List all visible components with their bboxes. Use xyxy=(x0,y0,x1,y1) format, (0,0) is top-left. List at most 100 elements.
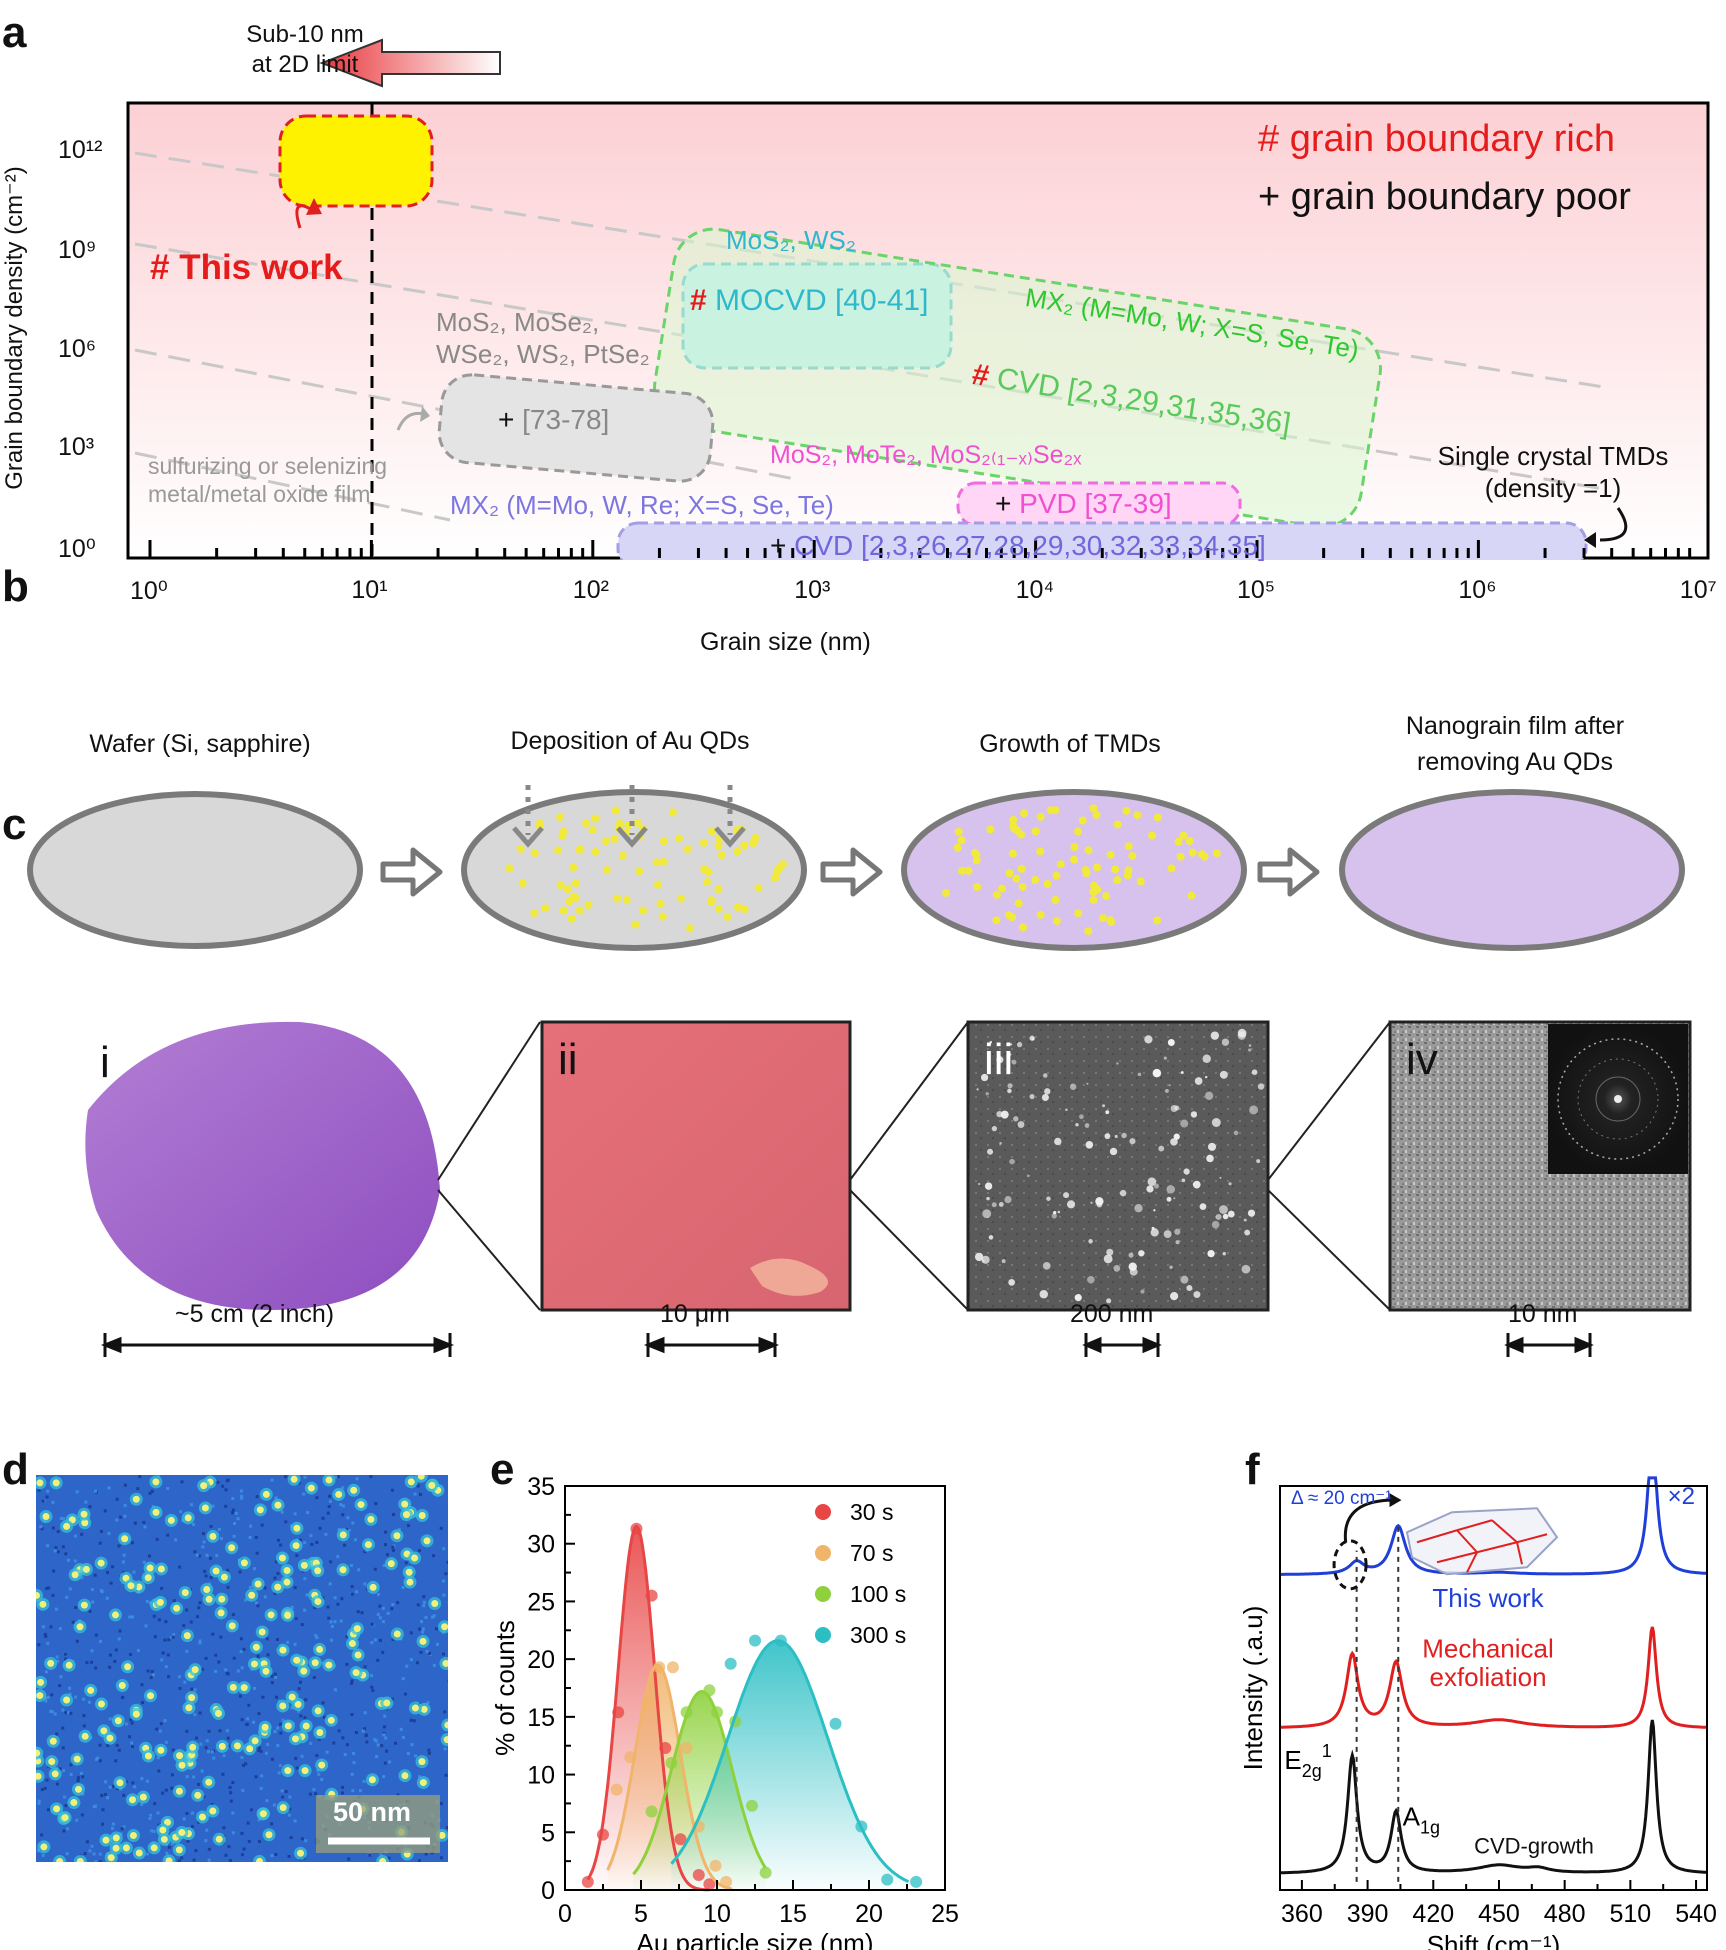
e-point xyxy=(759,1866,772,1879)
legend-grain-boundary-poor: + grain boundary poor xyxy=(1258,176,1631,218)
panel-a-xtick: 10⁵ xyxy=(1237,576,1276,604)
tem-scale-label: 10 nm xyxy=(1508,1300,1578,1328)
e-point xyxy=(665,1757,678,1770)
f-label-exfoliation: exfoliation xyxy=(1429,1662,1546,1692)
panel-a-xtick: 10³ xyxy=(794,576,831,604)
panel-a-ylabel: Grain boundary density (cm⁻²) xyxy=(1,166,28,490)
panel-a-ytick: 10³ xyxy=(58,433,95,461)
pvd-box xyxy=(956,481,1242,527)
e-point xyxy=(829,1717,842,1730)
e-legend-label: 300 s xyxy=(850,1622,906,1648)
e-ytick: 15 xyxy=(527,1704,555,1732)
e-xtick: 10 xyxy=(703,1900,731,1928)
e-point xyxy=(674,1833,687,1846)
e-legend-marker xyxy=(815,1627,831,1643)
panel-c-label-iii: iii xyxy=(984,1035,1014,1084)
panel-label-c: c xyxy=(2,800,27,849)
panel-label-b: b xyxy=(2,562,29,611)
e-point xyxy=(910,1875,923,1888)
e-point xyxy=(855,1820,868,1833)
e-fit-line-2 xyxy=(632,1689,767,1876)
cvd-rich-box xyxy=(653,227,1382,529)
selenizing-box xyxy=(437,373,715,483)
e-point xyxy=(659,1742,672,1755)
panel-a-ytick: 10¹² xyxy=(58,136,103,164)
e-xlabel: Au particle size (nm) xyxy=(637,1928,874,1950)
f-xtick: 390 xyxy=(1347,1900,1389,1928)
panel-a-xtick: 10⁶ xyxy=(1458,576,1497,604)
this-work-box xyxy=(278,114,434,208)
e-point xyxy=(774,1634,787,1647)
e-fit-line-3 xyxy=(670,1639,910,1883)
panel-a-ytick: 10⁹ xyxy=(58,236,97,264)
mocvd-materials: MoS₂, WS₂ xyxy=(726,225,856,255)
cvd-poor-materials: MX₂ (M=Mo, W, Re; X=S, Se, Te) xyxy=(450,490,834,520)
f-xtick: 420 xyxy=(1412,1900,1454,1928)
panel-label-e: e xyxy=(490,1445,515,1494)
panel-f-chart: 360 390 420 450 480 510 540 Shift (cm⁻¹) Intensi… xyxy=(1238,1476,1717,1950)
wafer-photo xyxy=(85,1021,440,1310)
panel-a-xtick: 10¹ xyxy=(351,576,388,604)
pvd-materials: MoS₂, MoTe₂, MoS₂₍₁₋ₓ₎Se₂ₓ xyxy=(770,441,1082,469)
e-legend-marker xyxy=(815,1586,831,1602)
e-fill-3 xyxy=(671,1640,909,1890)
e-point xyxy=(641,1697,654,1710)
e-legend-marker xyxy=(815,1504,831,1520)
legend-grain-boundary-rich: # grain boundary rich xyxy=(1258,118,1615,160)
f-xlabel: Shift (cm⁻¹) xyxy=(1427,1930,1561,1950)
e-point xyxy=(645,1805,658,1818)
panel-a-ytick: 10⁶ xyxy=(58,335,97,363)
e-point xyxy=(881,1873,894,1886)
panel-b-schematic xyxy=(27,785,1685,951)
selenizing-note: sulfurizing or selenizing metal/metal oxi… xyxy=(148,453,388,507)
f-spectrum-1 xyxy=(1279,1626,1707,1729)
f-peak-label-e2g: E2g1 xyxy=(1284,1741,1331,1781)
f-peak-label-a1g: A1g xyxy=(1403,1801,1440,1837)
e-legend-marker xyxy=(815,1545,831,1561)
e-ylabel: % of counts xyxy=(490,1620,520,1756)
e-point xyxy=(692,1868,705,1881)
e-point xyxy=(597,1828,609,1841)
f-label-mechanical: Mechanical xyxy=(1422,1634,1554,1664)
optical-flake xyxy=(750,1258,828,1296)
e-point xyxy=(666,1661,679,1674)
optical-scale-label: 10 μm xyxy=(660,1300,730,1328)
e-point xyxy=(703,1684,716,1697)
e-legend-label: 70 s xyxy=(850,1540,893,1566)
e-xtick: 5 xyxy=(634,1900,648,1928)
panel-a-xtick: 10² xyxy=(572,576,609,604)
panel-c-label-ii: ii xyxy=(558,1035,578,1084)
f-ylabel: Intensity (.a.u) xyxy=(1238,1606,1268,1771)
f-xtick: 360 xyxy=(1281,1900,1323,1928)
e-point xyxy=(645,1589,658,1602)
sem-image xyxy=(966,1020,1270,1312)
panel-c-scale-bars xyxy=(100,1333,1594,1357)
e-ytick: 30 xyxy=(527,1531,555,1559)
sem-scale-label: 200 nm xyxy=(1070,1300,1154,1328)
e-ytick: 35 xyxy=(527,1473,555,1501)
pvd-label: + PVD [37-39] xyxy=(995,488,1172,519)
e-point xyxy=(612,1706,625,1719)
e-point xyxy=(745,1799,758,1812)
selenizing-materials: MoS₂, MoSe₂, WSe₂, WS₂, PtSe₂ xyxy=(436,307,650,369)
e-point xyxy=(749,1634,761,1647)
wafer-ellipse xyxy=(27,791,363,949)
step-deposition-label: Deposition of Au QDs xyxy=(510,727,750,755)
panel-c-images xyxy=(85,1020,1692,1357)
panel-a-xtick: 10⁷ xyxy=(1679,576,1717,604)
e-point xyxy=(709,1859,722,1872)
panel-c-label-iv: iv xyxy=(1406,1035,1438,1084)
mocvd-label: # MOCVD [40-41] xyxy=(690,284,929,317)
e-fit-line-1 xyxy=(606,1663,733,1891)
f-xtick: 510 xyxy=(1609,1900,1651,1928)
e-xtick: 25 xyxy=(931,1900,959,1928)
f-xtick: 480 xyxy=(1544,1900,1586,1928)
panel-e-chart: 0 5 10 15 20 25 0 5 10 15 20 25 30 35 Au particle size… xyxy=(490,1473,959,1950)
step-wafer-label: Wafer (Si, sapphire) xyxy=(89,730,311,758)
e-point xyxy=(610,1783,623,1796)
panel-label-d: d xyxy=(2,1445,29,1494)
this-work-label: # This work xyxy=(150,248,343,287)
cvd-poor-box xyxy=(616,521,1588,560)
growth-ellipse xyxy=(901,789,1247,951)
e-ytick: 25 xyxy=(527,1588,555,1616)
